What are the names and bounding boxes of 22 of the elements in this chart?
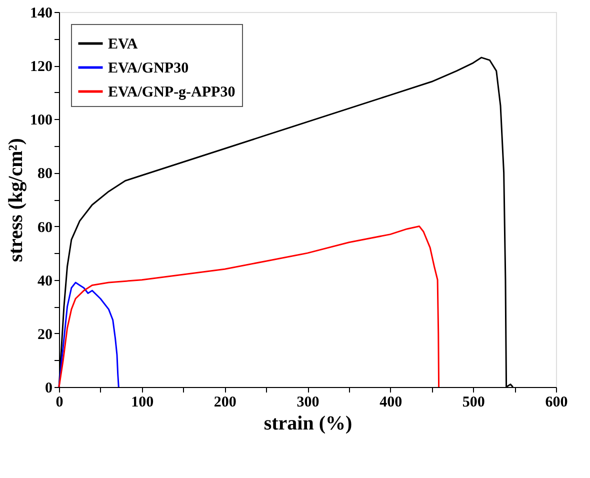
legend-label: EVA/GNP-g-APP30 bbox=[108, 84, 236, 100]
y-tick-label: 120 bbox=[30, 59, 52, 76]
legend-label: EVA bbox=[108, 36, 138, 52]
x-tick-label: 200 bbox=[214, 394, 236, 410]
y-tick-label: 0 bbox=[45, 380, 52, 396]
x-axis-title: strain (%) bbox=[264, 412, 352, 434]
y-tick-label: 60 bbox=[38, 220, 52, 236]
y-tick-label: 40 bbox=[38, 273, 52, 290]
y-tick-label: 140 bbox=[30, 6, 52, 22]
x-tick-label: 500 bbox=[462, 394, 485, 410]
line-series bbox=[58, 226, 440, 388]
legend-label: EVA/GNP30 bbox=[108, 60, 189, 76]
x-tick-label: 100 bbox=[131, 394, 154, 410]
y-axis-title: stress (kg/cm²) bbox=[5, 138, 27, 262]
x-tick-label: 400 bbox=[380, 394, 402, 410]
y-tick-label: 100 bbox=[30, 112, 52, 129]
y-tick-label: 80 bbox=[38, 166, 52, 182]
y-tick-label: 20 bbox=[38, 326, 52, 343]
line-series bbox=[58, 282, 120, 388]
x-tick-label: 600 bbox=[545, 394, 568, 410]
x-tick-label: 0 bbox=[56, 394, 64, 410]
x-tick-label: 300 bbox=[296, 394, 320, 410]
